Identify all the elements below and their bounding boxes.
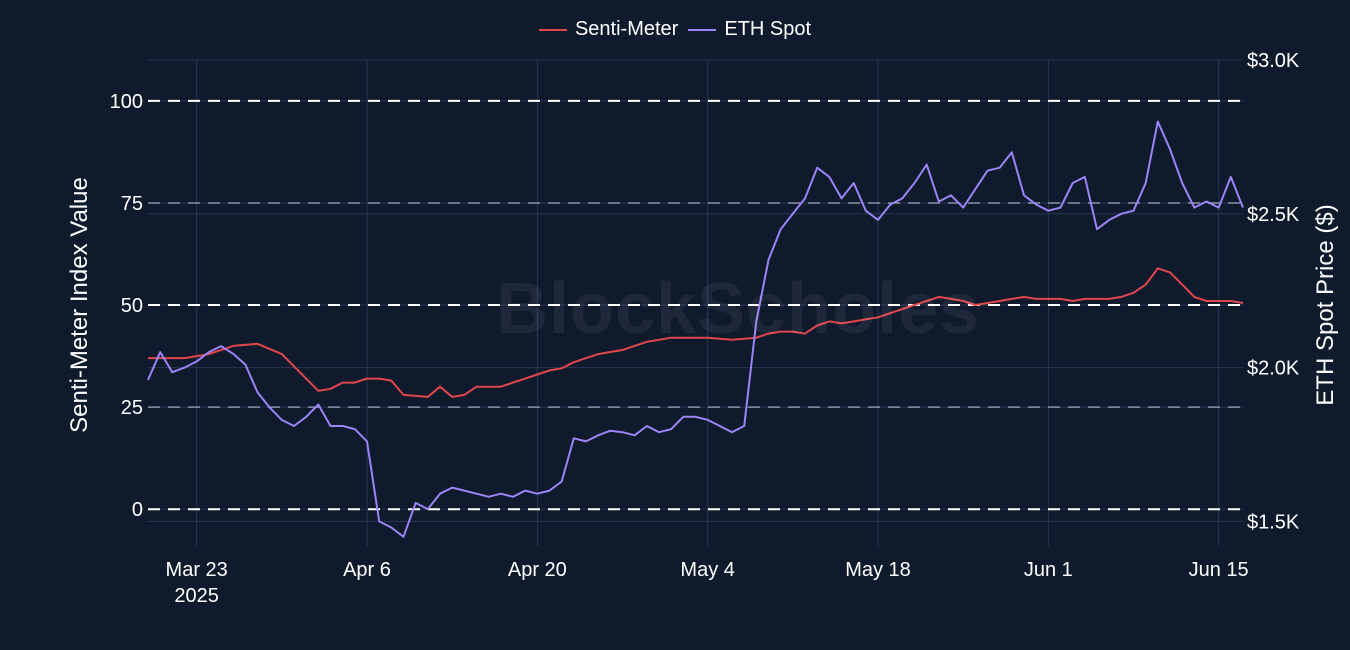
x-tick-label: Jun 1	[1024, 559, 1073, 581]
legend-swatch-eth-spot	[688, 28, 717, 31]
x-tick-label: Jun 15	[1189, 559, 1249, 581]
x-tick-label: May 18	[845, 559, 911, 581]
y-tick-label: 100	[110, 91, 143, 113]
y2-tick-label: $3.0K	[1247, 50, 1300, 72]
x-tick-label: Mar 23	[166, 559, 228, 581]
y2-axis-title: ETH Spot Price ($)	[1312, 204, 1339, 406]
y-tick-label: 75	[121, 193, 143, 215]
series-line-eth-spot	[147, 120, 1244, 538]
y-tick-label: 25	[121, 397, 143, 419]
legend: Senti-Meter ETH Spot	[0, 18, 1350, 41]
legend-label-eth-spot: ETH Spot	[724, 18, 812, 40]
x-tick-label: May 4	[680, 559, 734, 581]
legend-label-senti-meter: Senti-Meter	[574, 18, 679, 40]
y-tick-label: 0	[132, 499, 143, 521]
legend-item-senti-meter[interactable]: Senti-Meter	[538, 18, 679, 41]
legend-item-eth-spot[interactable]: ETH Spot	[688, 18, 811, 41]
x-tick-label: Apr 20	[508, 559, 567, 581]
x-tick-sublabel: 2025	[174, 585, 219, 607]
watermark: BlockScholes	[496, 269, 981, 349]
series-line-senti-meter	[148, 267, 1244, 398]
y2-tick-label: $1.5K	[1247, 511, 1300, 533]
legend-swatch-senti-meter	[538, 28, 567, 31]
y-axis-title: Senti-Meter Index Value	[66, 177, 93, 433]
y2-tick-label: $2.0K	[1247, 358, 1300, 380]
x-tick-label: Apr 6	[343, 559, 391, 581]
y2-tick-label: $2.5K	[1247, 204, 1300, 226]
y-tick-label: 50	[121, 295, 143, 317]
